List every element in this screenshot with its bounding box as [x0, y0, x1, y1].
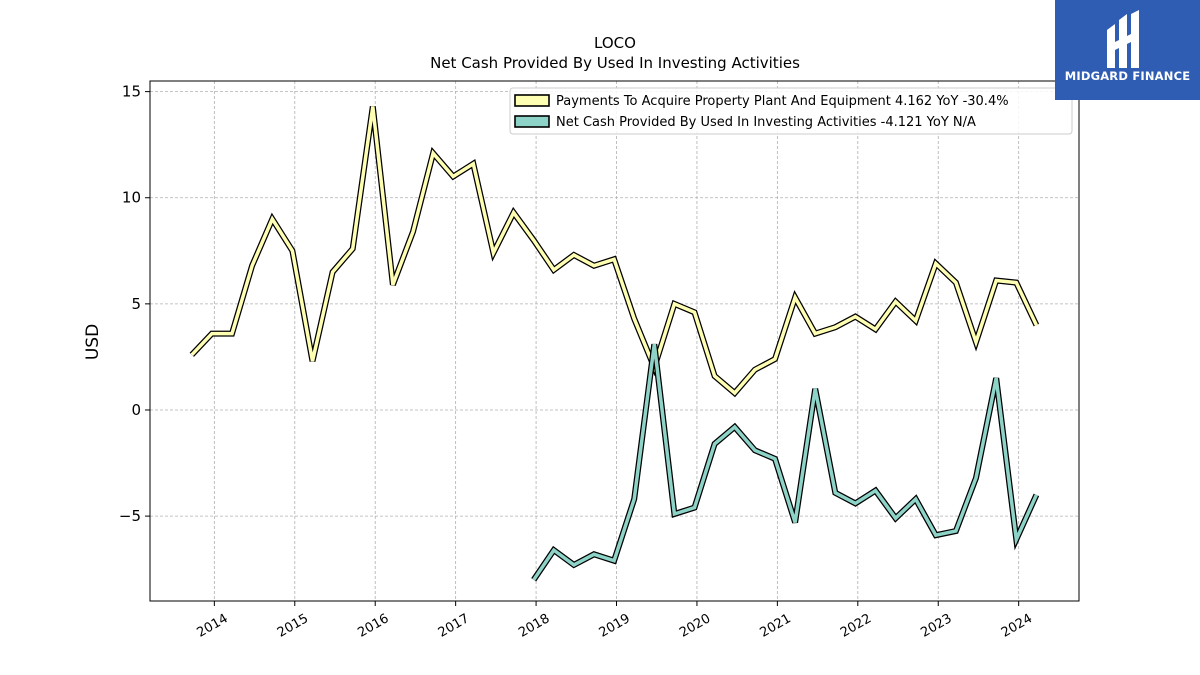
- legend: Payments To Acquire Property Plant And E…: [509, 87, 1073, 135]
- x-tick-label: 2018: [516, 611, 552, 641]
- grid: [150, 81, 1079, 601]
- legend-label-1: Net Cash Provided By Used In Investing A…: [556, 115, 976, 130]
- legend-swatch-1: [514, 115, 550, 128]
- y-tick-label: 10: [122, 189, 141, 207]
- x-tick-label: 2015: [275, 611, 311, 641]
- legend-label-0: Payments To Acquire Property Plant And E…: [556, 94, 1009, 109]
- series-outline-0: [189, 106, 1040, 398]
- x-tick-label: 2024: [999, 611, 1035, 641]
- tick-layer: 15 10 5 0 −5 2014 2015 2016 2017 2018 2019 2020 2021…: [119, 83, 1035, 641]
- chart-subtitle: Net Cash Provided By Used In Investing A…: [430, 54, 800, 72]
- x-tick-label: 2016: [355, 611, 391, 641]
- brand-logo: MIDGARD FINANCE: [1055, 0, 1200, 100]
- series-line-0: [190, 106, 1038, 396]
- x-tick-label: 2023: [918, 611, 954, 641]
- x-tick-label: 2014: [195, 611, 231, 641]
- series-layer: [189, 106, 1040, 582]
- legend-box: [509, 87, 1073, 135]
- series-line-1: [532, 343, 1038, 581]
- y-tick-label: −5: [119, 507, 141, 525]
- y-tick-label: 0: [131, 401, 141, 419]
- y-axis-label: USD: [83, 324, 103, 360]
- plot-frame: [149, 80, 1080, 602]
- x-tick-label: 2017: [436, 611, 472, 641]
- legend-swatch-0: [514, 94, 550, 107]
- y-tick-label: 15: [122, 83, 141, 101]
- x-tick-label: 2020: [677, 611, 713, 641]
- x-tick-label: 2019: [597, 611, 633, 641]
- brand-name: MIDGARD FINANCE: [1064, 69, 1191, 83]
- x-tick-label: 2021: [758, 611, 794, 641]
- chart-title: LOCO: [594, 34, 636, 52]
- y-tick-label: 5: [131, 295, 141, 313]
- brand-mark-icon: [1107, 10, 1139, 68]
- series-outline-1: [531, 343, 1040, 582]
- x-tick-label: 2022: [838, 611, 874, 641]
